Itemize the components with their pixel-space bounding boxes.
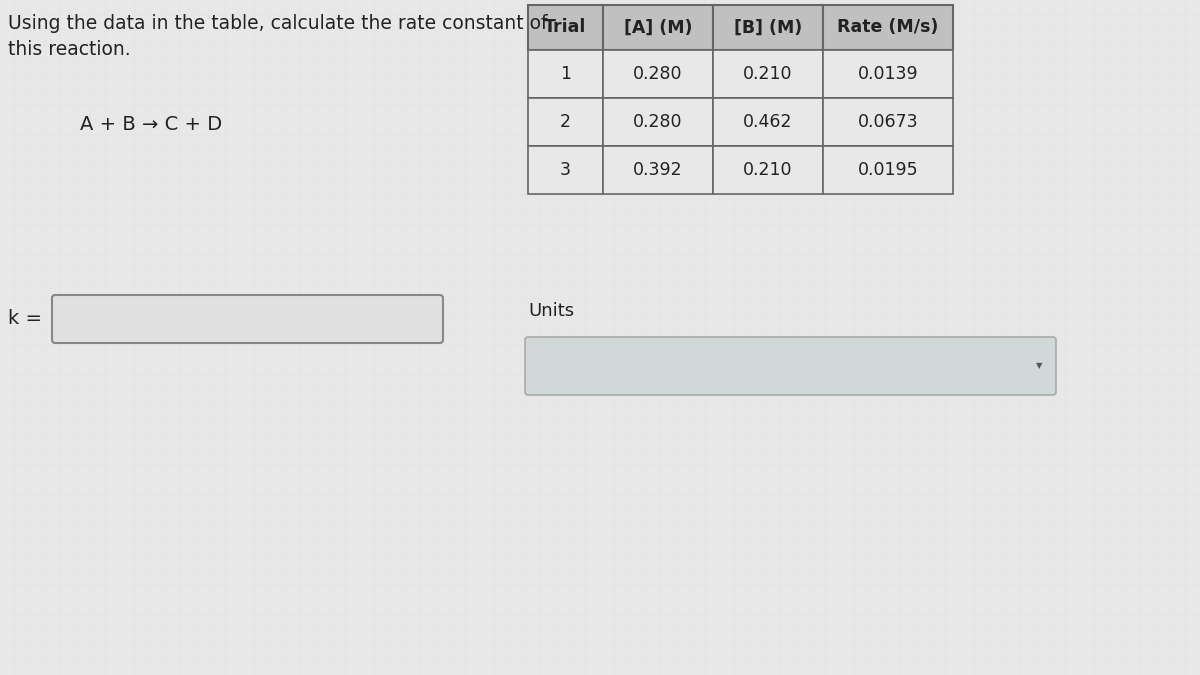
Text: 3: 3 bbox=[560, 161, 571, 179]
Text: 0.210: 0.210 bbox=[743, 65, 793, 83]
Bar bbox=[823, 98, 953, 146]
Bar bbox=[823, 5, 953, 50]
Bar bbox=[528, 50, 604, 98]
Text: 2: 2 bbox=[560, 113, 571, 131]
Text: 1: 1 bbox=[560, 65, 571, 83]
Bar bbox=[713, 5, 823, 50]
Text: 0.392: 0.392 bbox=[634, 161, 683, 179]
Text: this reaction.: this reaction. bbox=[8, 40, 131, 59]
Bar bbox=[528, 98, 604, 146]
Bar bbox=[713, 50, 823, 98]
Text: Trial: Trial bbox=[545, 18, 587, 36]
Bar bbox=[604, 98, 713, 146]
Bar bbox=[823, 50, 953, 98]
Bar bbox=[713, 146, 823, 194]
Text: ▼: ▼ bbox=[1036, 362, 1043, 371]
Bar bbox=[604, 50, 713, 98]
FancyBboxPatch shape bbox=[526, 337, 1056, 395]
Text: Rate (M/s): Rate (M/s) bbox=[838, 18, 938, 36]
Text: 0.0195: 0.0195 bbox=[858, 161, 918, 179]
Text: A + B → C + D: A + B → C + D bbox=[80, 115, 222, 134]
Bar bbox=[604, 146, 713, 194]
Text: 0.462: 0.462 bbox=[743, 113, 793, 131]
Text: [A] (M): [A] (M) bbox=[624, 18, 692, 36]
Bar bbox=[713, 98, 823, 146]
Text: Using the data in the table, calculate the rate constant of: Using the data in the table, calculate t… bbox=[8, 14, 547, 33]
Bar bbox=[528, 146, 604, 194]
Text: 0.280: 0.280 bbox=[634, 65, 683, 83]
Text: [B] (M): [B] (M) bbox=[734, 18, 802, 36]
Bar bbox=[823, 146, 953, 194]
Text: Units: Units bbox=[528, 302, 574, 320]
Text: 0.0139: 0.0139 bbox=[858, 65, 918, 83]
Text: k =: k = bbox=[8, 310, 42, 329]
Bar bbox=[528, 5, 604, 50]
FancyBboxPatch shape bbox=[52, 295, 443, 343]
Bar bbox=[604, 5, 713, 50]
Text: 0.280: 0.280 bbox=[634, 113, 683, 131]
Text: 0.0673: 0.0673 bbox=[858, 113, 918, 131]
Text: 0.210: 0.210 bbox=[743, 161, 793, 179]
